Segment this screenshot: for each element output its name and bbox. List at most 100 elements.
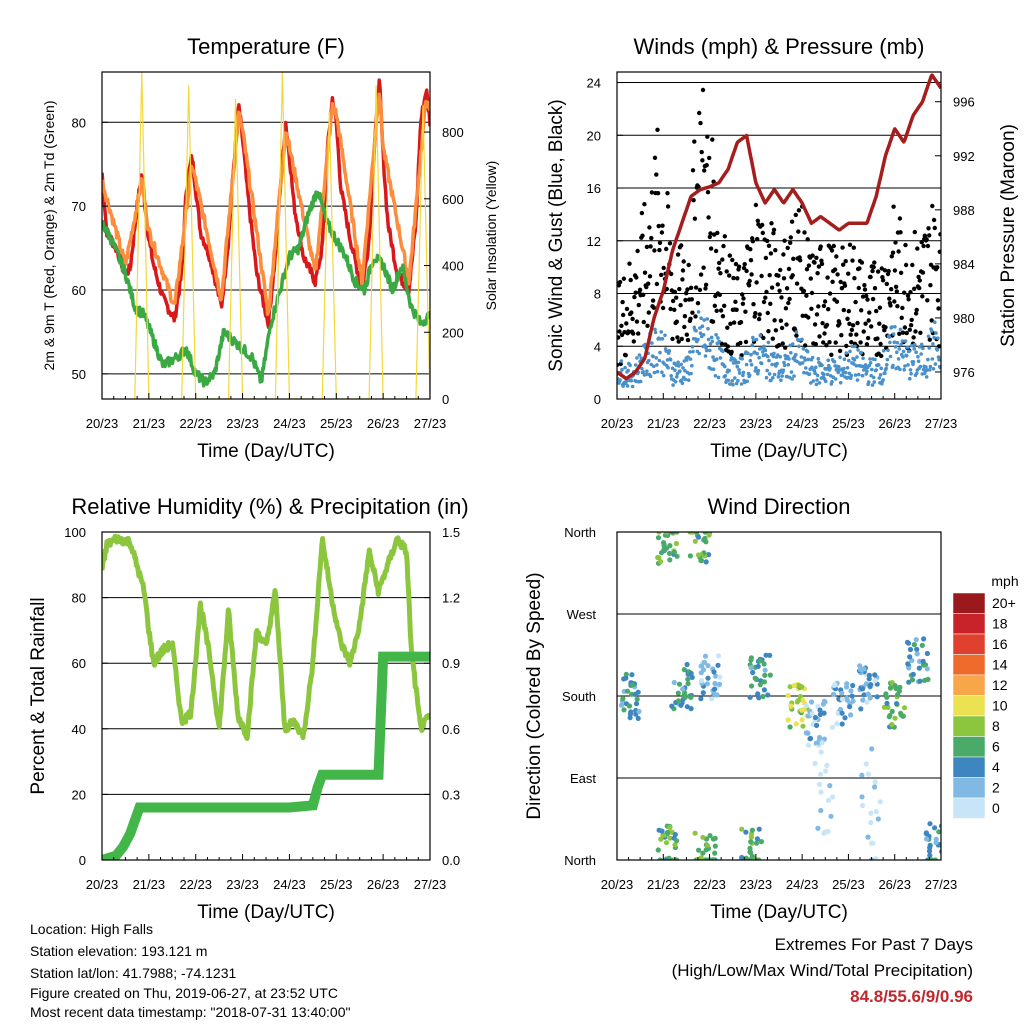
elevation-text: Station elevation: 193.121 m (30, 943, 208, 959)
direction-point (680, 686, 686, 692)
gust-point (675, 335, 680, 340)
gust-point (748, 247, 753, 252)
gust-point (897, 216, 903, 221)
wind-point (669, 374, 673, 378)
direction-point (850, 698, 856, 704)
gust-point (718, 308, 724, 313)
gust-point (748, 258, 754, 263)
x-tick-label: 27/23 (925, 877, 958, 892)
gust-point (849, 340, 854, 345)
direction-point (755, 691, 761, 697)
x-tick-label: 23/23 (740, 877, 773, 892)
gust-point (894, 289, 899, 294)
wind-point (657, 358, 662, 363)
direction-point (756, 695, 762, 701)
gust-point (640, 233, 645, 238)
x-tick-label: 20/23 (86, 416, 119, 431)
wind-point (782, 360, 786, 365)
wind-point (814, 382, 819, 387)
wind-point (809, 381, 813, 385)
direction-point (835, 710, 841, 717)
gust-point (710, 137, 715, 142)
wind-point (690, 344, 695, 349)
direction-point (700, 690, 706, 696)
gust-point (722, 303, 727, 308)
gust-point (850, 258, 855, 263)
direction-point (761, 687, 768, 693)
direction-point (712, 843, 718, 849)
direction-point (703, 559, 709, 565)
gust-point (717, 292, 722, 297)
direction-point (711, 857, 717, 860)
wind-point (810, 355, 815, 360)
wind-point (852, 358, 857, 362)
direction-point (681, 692, 688, 698)
wind-point (924, 365, 928, 369)
gust-point (872, 286, 878, 291)
wind-point (892, 340, 897, 345)
gust-point (785, 245, 790, 251)
gust-point (870, 296, 876, 302)
gust-point (862, 283, 867, 288)
wind-point (666, 365, 670, 370)
y-axis-label: 2m & 9m T (Red, Orange) & 2m Td (Green) (41, 101, 57, 371)
wind-point (878, 373, 883, 377)
gust-point (835, 272, 840, 277)
gust-point (753, 202, 759, 208)
gust-point (665, 191, 670, 196)
wind-point (641, 370, 645, 374)
gust-point (854, 332, 859, 337)
gust-point (674, 319, 679, 324)
extremes-subheading: (High/Low/Max Wind/Total Precipitation) (671, 961, 973, 980)
gust-point (872, 260, 877, 265)
wind-point (918, 364, 923, 369)
y-tick-label: 80 (72, 115, 86, 130)
gust-point (844, 343, 849, 349)
wind-point (853, 373, 858, 377)
gust-point (777, 288, 782, 293)
direction-point (767, 672, 773, 678)
legend-label: 6 (992, 739, 1000, 755)
direction-point (655, 535, 662, 541)
gust-point (790, 273, 795, 278)
direction-point (703, 847, 709, 853)
direction-point (872, 779, 878, 785)
gust-point (770, 336, 775, 341)
y-tick-label: North (564, 525, 596, 540)
gust-point (633, 290, 638, 295)
gust-point (781, 276, 787, 281)
wind-point (714, 333, 718, 337)
gust-point (680, 268, 686, 273)
gust-point (690, 168, 696, 173)
direction-point (857, 667, 864, 673)
gust-point (621, 312, 626, 318)
direction-point (748, 683, 755, 689)
wind-point (867, 363, 872, 368)
gust-point (796, 229, 801, 234)
gust-point (641, 292, 646, 297)
x-tick-label: 24/23 (786, 416, 819, 431)
wind-point (848, 376, 853, 381)
gust-point (700, 87, 706, 93)
gust-point (780, 341, 785, 346)
gust-point (704, 163, 709, 168)
gust-point (898, 270, 904, 275)
wind-point (926, 334, 931, 339)
direction-point (696, 847, 702, 853)
direction-point (867, 695, 873, 701)
direction-point (865, 771, 872, 777)
direction-point (674, 532, 680, 535)
gust-point (783, 306, 789, 311)
direction-point (695, 534, 702, 540)
wind-point (909, 371, 913, 376)
wind-point (625, 384, 630, 388)
direction-point (924, 666, 930, 672)
wind-point (680, 378, 684, 382)
wind-point (919, 352, 923, 356)
gust-point (617, 329, 622, 334)
gust-point (659, 272, 664, 278)
wind-point (927, 346, 931, 350)
gust-point (720, 314, 726, 319)
y-right-tick-label: 0.0 (442, 853, 460, 868)
direction-point (667, 557, 673, 563)
